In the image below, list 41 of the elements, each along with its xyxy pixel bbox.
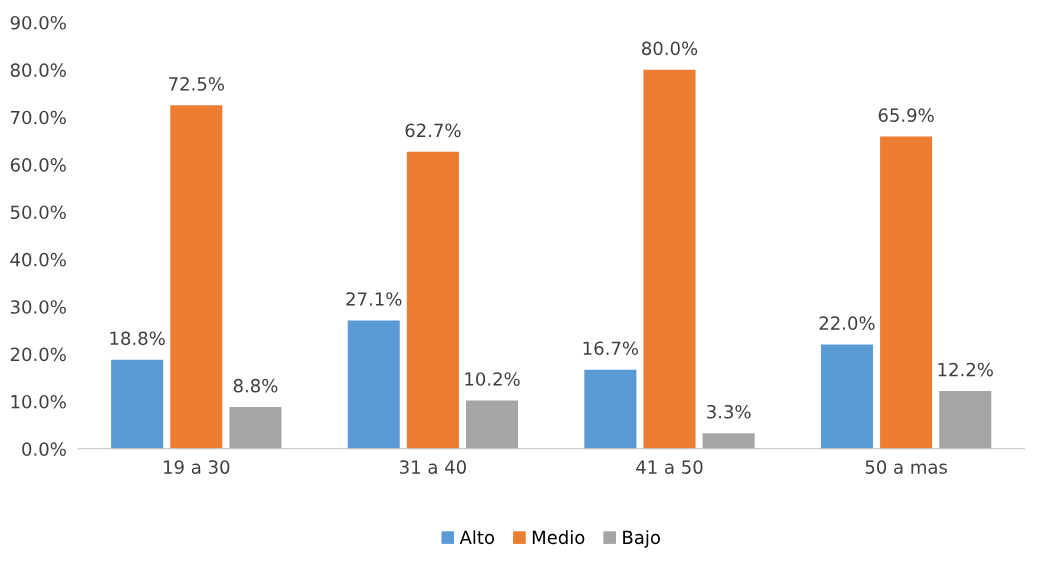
bar xyxy=(880,136,933,449)
legend-label: Medio xyxy=(532,530,585,545)
data-label: 10.2% xyxy=(465,372,520,386)
y-tick-label: 70.0% xyxy=(11,110,66,125)
y-tick-label: 80.0% xyxy=(10,63,66,77)
data-label: 72.5% xyxy=(169,77,224,91)
legend-label: Alto xyxy=(459,530,495,545)
data-label: 62.7% xyxy=(405,123,461,138)
y-tick-label: 20.0% xyxy=(10,347,66,362)
bar xyxy=(466,400,519,449)
data-label: 16.7% xyxy=(583,341,639,356)
y-tick-label: 10.0% xyxy=(11,394,66,409)
data-label: 22.0% xyxy=(819,316,875,330)
data-label: 3.3% xyxy=(707,404,751,419)
data-label: 27.1% xyxy=(346,292,402,306)
y-tick-label: 0.0% xyxy=(22,442,66,456)
legend-label: Bajo xyxy=(623,530,660,548)
x-tick-label: 50 a mas xyxy=(865,460,948,474)
y-tick-label: 90.0% xyxy=(10,15,66,30)
bar xyxy=(702,433,755,449)
y-tick-label: 40.0% xyxy=(10,252,66,267)
y-tick-label: 30.0% xyxy=(10,300,66,314)
bar xyxy=(111,359,164,449)
bar xyxy=(229,407,282,449)
y-tick-label: 50.0% xyxy=(10,205,66,220)
x-tick-label: 19 a 30 xyxy=(164,460,230,474)
data-label: 18.8% xyxy=(110,331,165,346)
bar xyxy=(643,69,696,449)
bar xyxy=(820,344,873,449)
bar xyxy=(584,369,637,449)
data-label: 8.8% xyxy=(233,378,278,393)
y-tick-label: 60.0% xyxy=(10,158,66,172)
bar xyxy=(939,391,992,449)
data-label: 65.9% xyxy=(878,108,934,122)
bar xyxy=(406,151,459,449)
bar xyxy=(170,105,223,449)
data-label: 80.0% xyxy=(642,41,698,56)
data-label: 12.2% xyxy=(938,362,993,377)
bar xyxy=(347,320,400,449)
x-tick-label: 41 a 50 xyxy=(636,460,703,474)
x-tick-label: 31 a 40 xyxy=(400,460,466,474)
